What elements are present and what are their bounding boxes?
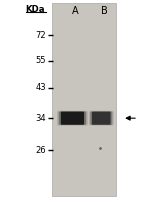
Bar bbox=[52, 3, 116, 196]
Text: 72: 72 bbox=[35, 31, 46, 40]
FancyBboxPatch shape bbox=[57, 111, 88, 126]
FancyBboxPatch shape bbox=[92, 112, 111, 125]
Text: 55: 55 bbox=[35, 56, 46, 65]
Text: KDa: KDa bbox=[26, 5, 45, 14]
Text: B: B bbox=[101, 6, 108, 16]
Text: 26: 26 bbox=[35, 146, 46, 155]
FancyBboxPatch shape bbox=[61, 112, 84, 125]
FancyBboxPatch shape bbox=[90, 112, 112, 125]
FancyBboxPatch shape bbox=[59, 112, 86, 125]
FancyBboxPatch shape bbox=[89, 111, 114, 126]
Text: 43: 43 bbox=[35, 83, 46, 92]
Text: A: A bbox=[72, 6, 78, 16]
Text: 34: 34 bbox=[35, 114, 46, 123]
